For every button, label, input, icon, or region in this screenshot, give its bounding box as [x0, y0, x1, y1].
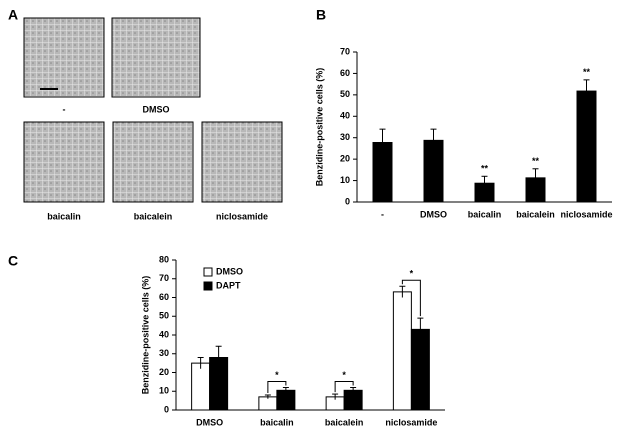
- y-tick-label: 50: [340, 89, 350, 99]
- y-tick-label: 80: [159, 254, 169, 264]
- image-caption: DMSO: [143, 104, 170, 114]
- x-tick-label: DMSO: [420, 209, 447, 219]
- y-tick-label: 30: [159, 348, 169, 358]
- y-axis-label: Benzidine-positive cells (%): [140, 276, 150, 395]
- micrograph: [201, 121, 283, 203]
- y-tick-label: 0: [345, 196, 350, 206]
- bar: [343, 389, 363, 411]
- bar: [392, 291, 412, 411]
- bar: [372, 142, 393, 202]
- panel-label: A: [8, 7, 18, 23]
- y-tick-label: 20: [340, 154, 350, 164]
- x-tick-label: baicalein: [325, 417, 364, 427]
- micrograph: [111, 17, 201, 98]
- y-tick-label: 10: [159, 386, 169, 396]
- x-tick-label: -: [381, 209, 384, 219]
- bar: [410, 328, 430, 411]
- significance: **: [583, 67, 591, 77]
- micrograph: [23, 17, 105, 98]
- significance: *: [275, 370, 279, 380]
- image-caption: -: [63, 104, 66, 114]
- significance: *: [410, 269, 414, 279]
- y-tick-label: 0: [164, 404, 169, 414]
- y-tick-label: 30: [340, 132, 350, 142]
- x-tick-label: DMSO: [196, 417, 223, 427]
- y-tick-label: 60: [159, 292, 169, 302]
- y-tick-label: 20: [159, 367, 169, 377]
- y-axis-label: Benzidine-positive cells (%): [314, 68, 324, 187]
- x-tick-label: baicalin: [468, 209, 502, 219]
- y-tick-label: 10: [340, 175, 350, 185]
- image-caption: baicalin: [47, 211, 81, 221]
- panel-label: C: [8, 253, 18, 269]
- y-tick-label: 50: [159, 311, 169, 321]
- y-tick-label: 70: [340, 46, 350, 56]
- significance: **: [532, 156, 540, 166]
- bar: [525, 177, 546, 202]
- bracket: [267, 381, 287, 393]
- y-tick-label: 40: [159, 329, 169, 339]
- image-caption: baicalein: [134, 211, 173, 221]
- y-tick-label: 40: [340, 111, 350, 121]
- bar: [423, 139, 444, 202]
- x-tick-label: baicalin: [260, 417, 294, 427]
- bar: [191, 362, 211, 411]
- bar: [474, 182, 495, 202]
- bracket: [334, 381, 354, 393]
- significance: **: [481, 164, 489, 174]
- x-tick-label: niclosamide: [385, 417, 437, 427]
- bracket: [401, 279, 421, 317]
- legend-swatch: [203, 281, 213, 291]
- panel-label: B: [316, 7, 326, 23]
- x-tick-label: niclosamide: [560, 209, 612, 219]
- legend-swatch: [203, 267, 213, 277]
- significance: *: [342, 370, 346, 380]
- x-tick-label: baicalein: [516, 209, 555, 219]
- y-tick-label: 60: [340, 68, 350, 78]
- bar: [258, 396, 278, 411]
- micrograph: [23, 121, 105, 203]
- y-tick-label: 70: [159, 273, 169, 283]
- legend-label: DAPT: [216, 280, 241, 290]
- legend-label: DMSO: [216, 266, 243, 276]
- bar: [276, 389, 296, 411]
- micrograph: [112, 121, 194, 203]
- bar: [576, 90, 597, 202]
- image-caption: niclosamide: [216, 211, 268, 221]
